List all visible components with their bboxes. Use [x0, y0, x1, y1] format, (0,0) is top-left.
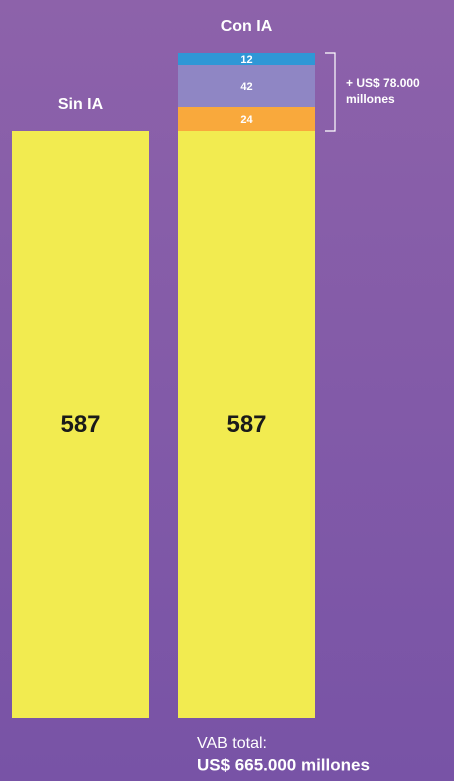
bar-segment — [178, 65, 315, 107]
annotation: + US$ 78.000 — [346, 76, 420, 90]
value-label: 42 — [240, 81, 252, 93]
total-label: VAB total: — [197, 735, 267, 752]
bar-segment — [178, 53, 315, 65]
value-label: 587 — [226, 411, 266, 438]
category-label: Sin IA — [58, 96, 104, 113]
bar-segment — [178, 131, 315, 718]
bar-segment — [12, 131, 149, 718]
total-value: US$ 665.000 millones — [197, 755, 370, 774]
category-label: Con IA — [221, 18, 273, 35]
value-label: 12 — [240, 54, 252, 66]
value-label: 24 — [240, 114, 253, 126]
annotation: millones — [346, 92, 395, 106]
bracket — [325, 52, 336, 132]
bar-segment — [178, 107, 315, 131]
value-label: 587 — [60, 411, 100, 438]
